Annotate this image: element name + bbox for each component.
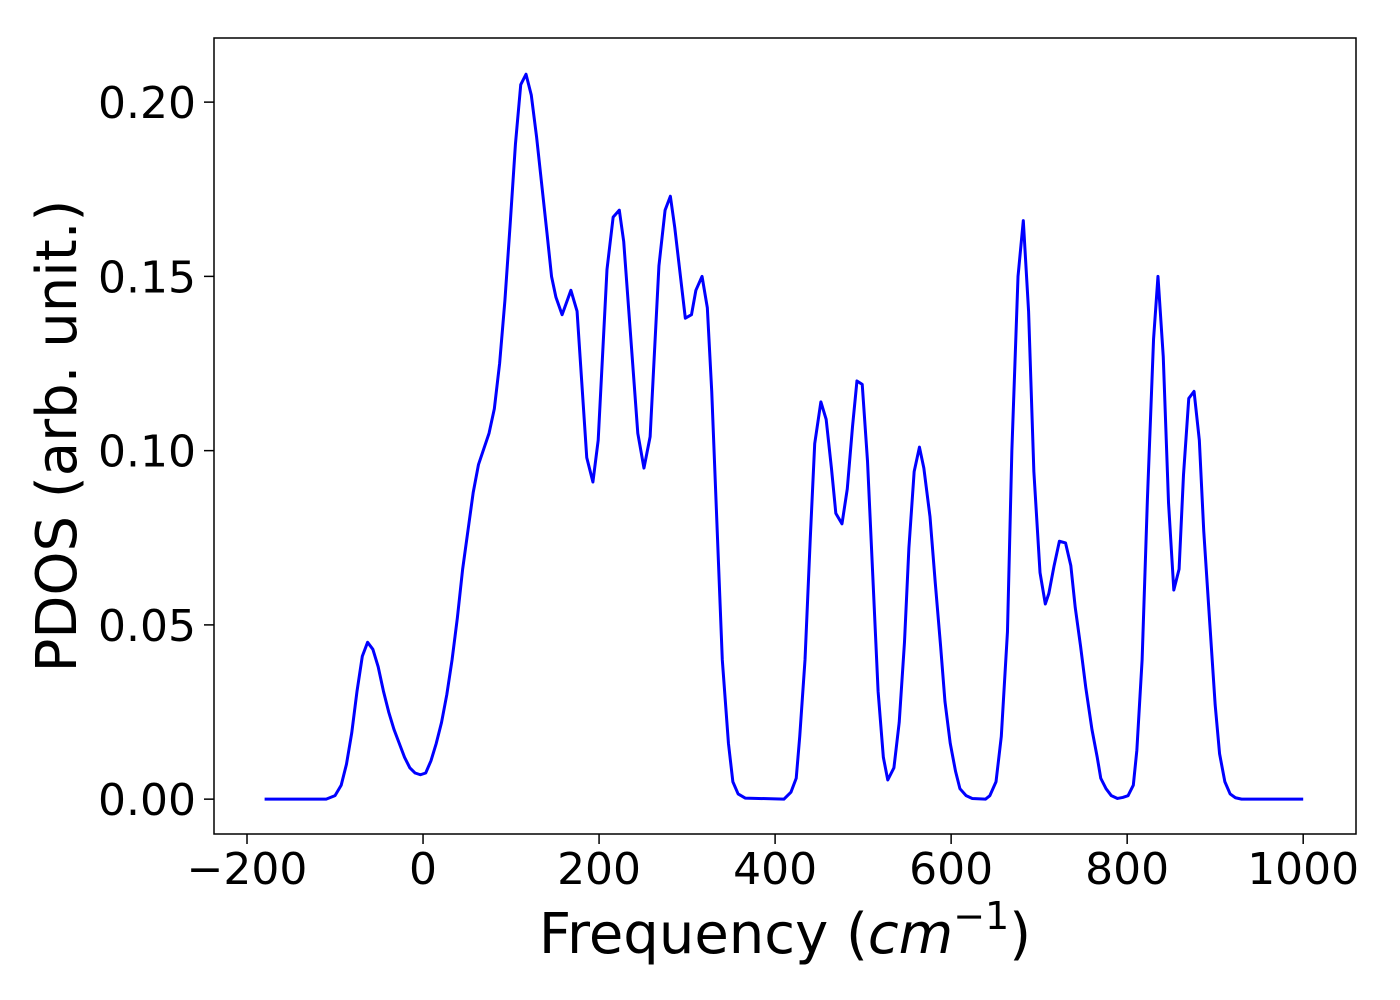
plot-frame [213,37,1357,835]
x-tick-label: 1000 [1247,844,1359,895]
y-tick-label: 0.00 [98,775,196,826]
x-tick-label: 800 [1085,844,1169,895]
x-tick-label: 400 [733,844,817,895]
y-tick-label: 0.05 [98,601,196,652]
y-tick-label: 0.10 [98,427,196,478]
x-tick-label: −200 [187,844,308,895]
x-tick-label: 600 [909,844,993,895]
x-tick-label: 200 [557,844,641,895]
y-tick-label: 0.20 [98,78,196,129]
x-tick-label: 0 [409,844,437,895]
x-axis-label: Frequency (cm−1) [539,894,1031,967]
y-tick-label: 0.15 [98,252,196,303]
y-axis-label: PDOS (arb. unit.) [25,200,90,673]
data-line [264,72,1304,801]
